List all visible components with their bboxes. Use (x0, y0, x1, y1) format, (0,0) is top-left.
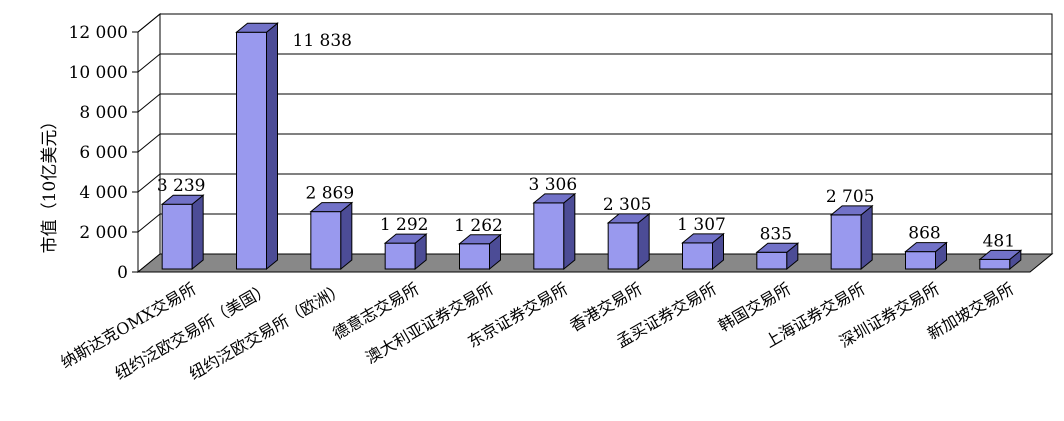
y-tick-label: 2 000 (79, 223, 128, 243)
bar-top (755, 242, 800, 253)
bar-side (266, 22, 278, 271)
data-label: 2 705 (826, 187, 875, 207)
plot-floor (136, 253, 1054, 273)
y-axis-title: 市值（10亿美元） (40, 113, 60, 254)
bar-6 (532, 192, 577, 271)
bar-10 (829, 204, 874, 271)
bar-1 (160, 194, 205, 271)
y-tick-label: 8 000 (79, 103, 128, 123)
bar-front (161, 203, 193, 270)
bar-2 (235, 22, 279, 271)
bar-7 (606, 212, 651, 271)
category-label: 澳大利亚证券交易所 (362, 279, 496, 367)
bar-front (533, 202, 565, 270)
bar-side (340, 201, 353, 271)
data-label: 1 292 (380, 215, 429, 235)
data-label: 868 (908, 224, 940, 244)
data-label: 835 (760, 224, 792, 244)
gridline-side (137, 53, 161, 73)
bar-side (563, 192, 576, 271)
bar-side (191, 194, 204, 271)
bar-front (459, 243, 490, 270)
bar-top (978, 249, 1023, 260)
bar-front (756, 251, 788, 270)
bar-12 (978, 249, 1023, 271)
y-tick-label: 4 000 (79, 183, 128, 203)
y-tick-label: 12 000 (69, 23, 128, 43)
y-tick-label: 0 (117, 263, 128, 283)
data-label: 1 307 (677, 215, 726, 235)
category-labels: 纳斯达克OMX交易所纽约泛欧交易所（美国）纽约泛欧交易所（欧洲）德意志交易所澳大… (57, 279, 1017, 383)
data-label: 1 262 (454, 216, 503, 236)
bar-top (383, 233, 428, 244)
bar-11 (904, 241, 948, 271)
data-label: 2 869 (305, 184, 354, 204)
bar-front (905, 251, 936, 270)
bar-front (384, 242, 416, 270)
data-labels: 3 239 11 838 2 869 1 292 1 262 3 306 2 305 1 30… (157, 31, 1015, 251)
bar-top (606, 213, 651, 224)
bar-5 (458, 233, 502, 271)
bar-top (309, 202, 354, 213)
bar-front (607, 222, 639, 270)
y-axis: 0 2 000 4 000 6 000 8 000 10 000 12 000 (69, 23, 139, 283)
floor (136, 253, 1054, 273)
data-label: 2 305 (603, 195, 652, 215)
bar-side (860, 204, 873, 271)
gridline-side (137, 133, 161, 153)
bar-top (532, 193, 577, 204)
bar-front (830, 214, 862, 270)
bar-4 (383, 233, 428, 271)
y-tick-label: 10 000 (69, 63, 128, 83)
y-tick-label: 6 000 (79, 143, 128, 163)
bar-top (904, 242, 948, 253)
gridline-side (137, 213, 161, 233)
gridline-side (137, 13, 161, 33)
bar-top (681, 233, 725, 244)
data-label: 11 838 (293, 31, 352, 51)
bar-3 (309, 201, 354, 271)
bar-front (979, 258, 1011, 270)
bar-8 (681, 232, 725, 271)
bar-top (160, 194, 205, 205)
gridlines (137, 13, 1052, 233)
gridline-side (137, 93, 161, 113)
bar-9 (755, 242, 800, 271)
bar-front (236, 31, 267, 270)
bar-front (682, 242, 713, 270)
bar-top (829, 205, 874, 216)
data-label: 3 239 (157, 176, 206, 196)
bar-top (458, 234, 502, 245)
data-label: 481 (983, 231, 1015, 251)
gridline-side (137, 173, 161, 193)
bars (160, 22, 1023, 271)
bar-top (235, 22, 279, 33)
data-label: 3 306 (528, 175, 577, 195)
bar-front (310, 211, 342, 270)
